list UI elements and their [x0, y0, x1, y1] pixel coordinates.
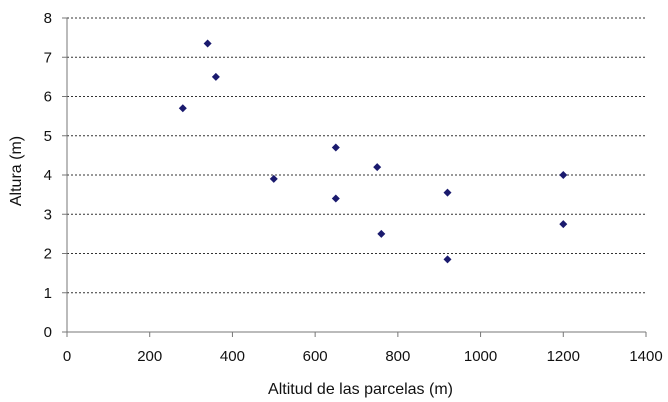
data-point-8	[443, 188, 452, 197]
y-tick-label-6: 6	[44, 89, 52, 106]
data-point-4	[373, 163, 382, 172]
x-tick-label-5: 1000	[464, 348, 497, 365]
x-tick-label-4: 800	[385, 348, 410, 365]
data-points	[178, 39, 568, 264]
data-point-1	[211, 72, 220, 81]
data-point-11	[559, 220, 568, 229]
y-tick-label-4: 4	[44, 167, 52, 184]
data-point-2	[178, 104, 187, 113]
y-tick-label-5: 5	[44, 128, 52, 145]
x-tick-label-0: 0	[63, 348, 71, 365]
x-tick-label-7: 1400	[629, 348, 662, 365]
x-axis-ticks: 0 200 400 600 800 1000 1200 1400	[63, 332, 663, 365]
y-tick-label-1: 1	[44, 285, 52, 302]
data-point-5	[269, 174, 278, 183]
grid-lines	[67, 17, 646, 294]
x-tick-label-6: 1200	[547, 348, 580, 365]
data-point-9	[443, 255, 452, 264]
data-point-10	[559, 171, 568, 179]
y-axis-ticks: 0 1 2 3 4 5 6 7 8	[44, 10, 67, 341]
data-point-7	[377, 229, 386, 238]
data-point-3	[331, 143, 340, 152]
data-point-6	[331, 194, 340, 203]
y-axis-title: Altura (m)	[8, 136, 25, 206]
y-tick-label-8: 8	[44, 10, 52, 27]
y-tick-label-3: 3	[44, 206, 52, 223]
x-tick-label-2: 400	[220, 348, 245, 365]
y-tick-label-2: 2	[44, 246, 52, 263]
x-tick-label-1: 200	[137, 348, 162, 365]
x-axis-title: Altitud de las parcelas (m)	[268, 381, 453, 398]
x-tick-label-3: 600	[303, 348, 328, 365]
y-tick-label-7: 7	[44, 49, 52, 66]
y-tick-label-0: 0	[44, 324, 52, 341]
data-point-0	[203, 39, 212, 48]
